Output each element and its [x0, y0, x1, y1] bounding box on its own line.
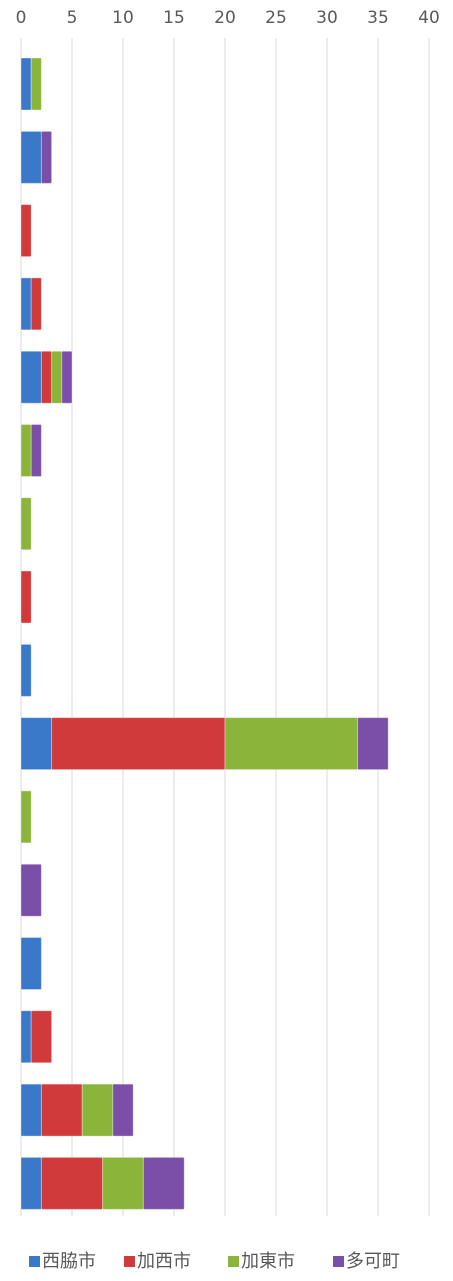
- bar-segment: [142, 1156, 185, 1210]
- legend-swatch: [333, 1256, 344, 1267]
- bar-segment: [20, 643, 32, 697]
- bar-segment: [20, 1083, 42, 1137]
- x-tick-label: 5: [67, 8, 78, 28]
- x-tick-label: 30: [316, 8, 338, 28]
- bar-segment: [20, 570, 32, 624]
- bar-segment: [40, 1083, 83, 1137]
- bar-segment: [51, 717, 226, 771]
- x-tick-label: 25: [265, 8, 287, 28]
- legend-label: 多可町: [346, 1251, 400, 1272]
- bar-segment: [40, 1156, 104, 1210]
- bar-segment: [30, 57, 42, 111]
- bar-segment: [102, 1156, 144, 1210]
- x-tick-label: 35: [367, 8, 389, 28]
- x-tick-label: 0: [16, 8, 27, 28]
- legend-swatch: [29, 1256, 40, 1267]
- bar-segment: [20, 57, 32, 111]
- bar-segment: [30, 1010, 53, 1064]
- bar-segment: [20, 790, 32, 844]
- bar-segment: [20, 423, 32, 477]
- bar-segment: [224, 717, 359, 771]
- bar-segment: [20, 204, 32, 258]
- x-tick-label: 10: [112, 8, 134, 28]
- bar-segment: [81, 1083, 114, 1137]
- bar-segment: [20, 1010, 32, 1064]
- x-tick-label: 40: [418, 8, 440, 28]
- x-tick-label: 15: [163, 8, 185, 28]
- bar-segment: [20, 350, 42, 404]
- bar-segment: [20, 936, 42, 990]
- bar-segment: [61, 350, 73, 404]
- bar-segment: [40, 130, 53, 184]
- bar-segment: [112, 1083, 134, 1137]
- legend-label: 西脇市: [42, 1251, 96, 1272]
- legend-swatch: [124, 1256, 135, 1267]
- legend-swatch: [228, 1256, 239, 1267]
- bar-segment: [30, 423, 42, 477]
- bar-segment: [20, 497, 32, 551]
- bar-segment: [20, 130, 42, 184]
- bar-segment: [20, 717, 53, 771]
- bar-segment: [20, 277, 32, 331]
- bar-segment: [20, 863, 42, 917]
- bar-segment: [357, 717, 389, 771]
- bar-segment: [30, 277, 42, 331]
- legend-label: 加西市: [137, 1251, 191, 1272]
- bar-segment: [40, 350, 53, 404]
- legend-label: 加東市: [241, 1251, 295, 1272]
- bar-segment: [51, 350, 63, 404]
- x-tick-label: 20: [214, 8, 236, 28]
- bar-segment: [20, 1156, 42, 1210]
